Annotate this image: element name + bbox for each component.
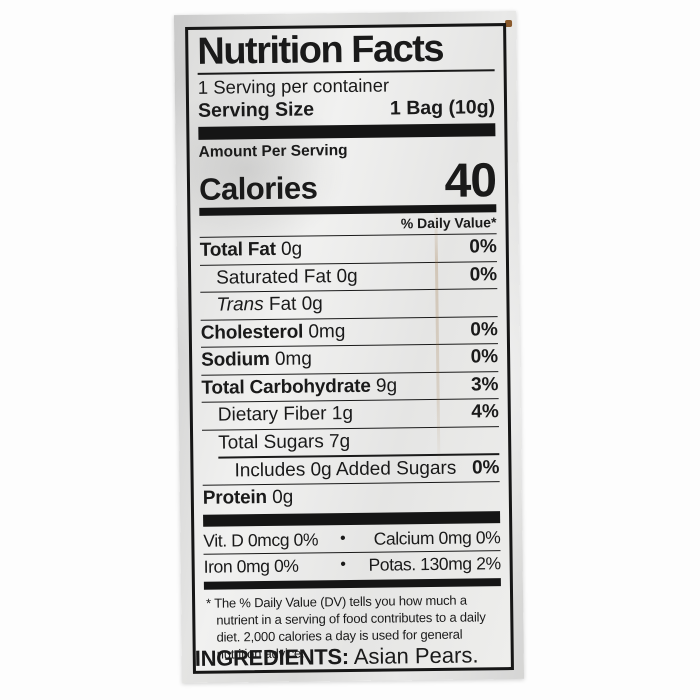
nutrient-name-italic: Trans [216, 294, 264, 316]
nutrient-dv: 0% [470, 346, 499, 368]
ingredients-label: INGREDIENTS: [194, 644, 350, 671]
nutrient-amount: 0mg [269, 348, 312, 371]
nutrient-amount: 0g [266, 486, 294, 509]
nutrient-amount: 0g [275, 238, 303, 261]
servings-per-container: 1 Serving per container [197, 74, 390, 98]
bullet-separator: • [339, 530, 346, 548]
micronutrient-row-iron-potassium: Iron 0mg 0% • Potas. 130mg 2% [203, 549, 501, 580]
nutrient-dv: 4% [471, 401, 499, 423]
ingredients-line: INGREDIENTS: Asian Pears. [195, 640, 514, 674]
thick-divider [198, 123, 496, 140]
nutrient-dv: 0% [470, 318, 498, 341]
nutrient-row-added-sugars: Includes 0g Added Sugars 0% [202, 455, 499, 485]
nutrient-name: Protein [202, 487, 268, 510]
nutrient-row-protein: Protein 0g [202, 481, 500, 513]
nutrient-name: Total Fat [199, 239, 276, 262]
nutrient-name: Saturated Fat 0g [216, 265, 358, 289]
nutrient-name: Total Sugars 7g [218, 430, 351, 454]
thick-divider [203, 510, 501, 527]
serving-size-row: Serving Size 1 Bag (10g) [198, 95, 495, 124]
nutrient-row-sodium: Sodium 0mg 0% [200, 343, 499, 375]
daily-value-header: % Daily Value* [400, 214, 497, 232]
nutrient-row-trans-fat: Trans Fat 0g [200, 288, 498, 320]
nutrient-amount: Fat 0g [263, 293, 323, 316]
nutrient-dv: 0% [469, 263, 498, 286]
nutrient-row-cholesterol: Cholesterol 0mg 0% [200, 315, 498, 347]
nutrient-amount: 9g [370, 375, 398, 397]
nutrient-name: Sodium [201, 349, 270, 372]
package-bag: Nutrition Facts 1 Serving per container … [173, 10, 525, 684]
nutrient-row-total-sugars: Total Sugars 7g [201, 425, 500, 457]
calories-value: 40 [444, 153, 497, 208]
nutrient-name: Total Carbohydrate [201, 375, 371, 399]
iron-value: Iron 0mg 0% [203, 555, 299, 577]
ingredients-value: Asian Pears. [348, 642, 479, 670]
nutrient-row-total-fat: Total Fat 0g 0% [199, 233, 497, 265]
potassium-value: Potas. 130mg 2% [368, 552, 501, 575]
bullet-separator: • [340, 556, 346, 574]
serving-size-value: 1 Bag (10g) [389, 96, 496, 120]
nutrient-row-dietary-fiber: Dietary Fiber 1g 4% [201, 398, 499, 430]
nutrient-row-total-carbohydrate: Total Carbohydrate 9g 3% [201, 370, 499, 402]
serving-size-label: Serving Size [197, 98, 315, 122]
nutrient-name: Cholesterol [200, 321, 304, 344]
calories-row: Calories 40 [198, 153, 497, 208]
nutrition-facts-label: Nutrition Facts 1 Serving per container … [185, 23, 514, 675]
vitamin-d-value: Vit. D 0mcg 0% [203, 528, 319, 551]
calcium-value: Calcium 0mg 0% [373, 526, 501, 549]
nutrient-dv: 0% [471, 456, 500, 479]
nutrient-name: Includes 0g Added Sugars [234, 457, 457, 482]
nutrition-facts-title: Nutrition Facts [197, 27, 444, 73]
nutrient-dv: 3% [470, 373, 499, 396]
nutrient-amount: 0mg [303, 320, 346, 343]
nutrient-name: Dietary Fiber 1g [217, 403, 354, 426]
calories-label: Calories [198, 169, 318, 207]
nutrient-dv: 0% [469, 236, 497, 258]
nutrient-row-saturated-fat: Saturated Fat 0g 0% [199, 260, 498, 292]
micronutrient-row-vitd-calcium: Vit. D 0mcg 0% • Calcium 0mg 0% [203, 525, 500, 554]
